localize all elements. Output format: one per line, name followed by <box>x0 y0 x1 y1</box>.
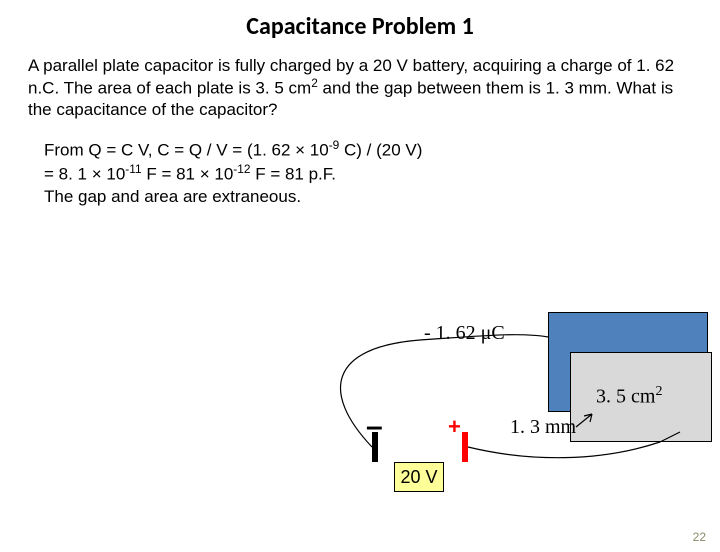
battery-terminal-pos <box>462 432 468 462</box>
plus-sign: + <box>448 414 461 440</box>
solution-text: From Q = C V, C = Q / V = (1. 62 × 10-9 … <box>44 138 692 208</box>
gap-label: 1. 3 mm <box>510 416 576 439</box>
page-title: Capacitance Problem 1 <box>0 12 720 41</box>
page-number: 22 <box>693 530 706 544</box>
charge-label: - 1. 62 μC <box>424 322 505 345</box>
area-label: 3. 5 cm2 <box>596 384 662 409</box>
minus-sign: – <box>366 410 383 444</box>
capacitor-diagram: - 1. 62 μC 3. 5 cm2 1. 3 mm – + 20 V <box>0 292 720 532</box>
wire-paths <box>0 292 720 532</box>
battery-box: 20 V <box>394 462 444 492</box>
problem-statement: A parallel plate capacitor is fully char… <box>28 55 692 120</box>
gap-arrow <box>576 414 592 427</box>
battery-label: 20 V <box>400 467 437 488</box>
